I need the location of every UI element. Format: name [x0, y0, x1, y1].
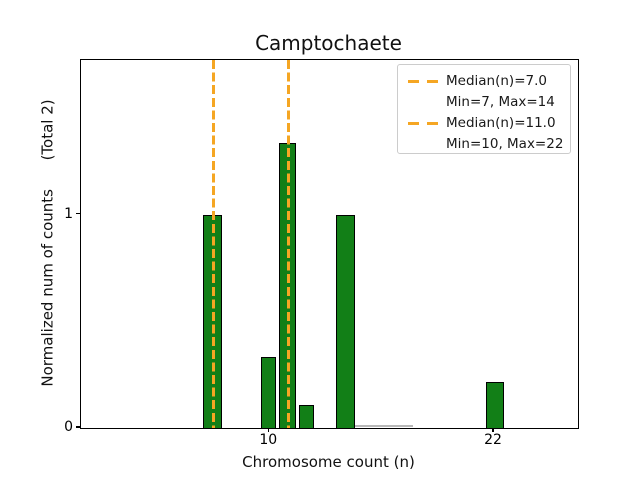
zero-count-bins-edge	[354, 425, 414, 427]
x-tick-label: 10	[259, 432, 278, 448]
legend-spacer	[408, 101, 438, 104]
x-axis-label: Chromosome count (n)	[242, 453, 415, 471]
histogram-bar	[486, 381, 505, 428]
legend-label: Median(n)=11.0	[446, 114, 556, 131]
plot-area: Median(n)=7.0 Min=7, Max=14 Median(n)=11…	[80, 59, 579, 429]
legend: Median(n)=7.0 Min=7, Max=14 Median(n)=11…	[397, 64, 571, 154]
legend-label: Min=7, Max=14	[446, 93, 555, 110]
x-tick-label: 22	[484, 432, 502, 448]
legend-row: Min=10, Max=22	[408, 137, 564, 152]
x-tick-mark	[492, 428, 494, 433]
legend-label: Min=10, Max=22	[446, 135, 564, 152]
histogram-bar	[261, 356, 277, 428]
y-tick-mark	[75, 213, 80, 215]
legend-spacer	[408, 143, 438, 146]
y-tick-mark	[75, 426, 80, 428]
y-tick-label: 1	[64, 205, 73, 222]
y-tick-label: 0	[64, 419, 73, 435]
chart-title: Camptochaete	[255, 31, 402, 55]
histogram-bar	[336, 214, 355, 428]
legend-row: Median(n)=7.0	[408, 74, 564, 89]
legend-row: Median(n)=11.0	[408, 116, 564, 131]
legend-label: Median(n)=7.0	[446, 72, 547, 89]
histogram-bar	[299, 405, 315, 428]
median-line	[211, 60, 215, 428]
x-tick-mark	[267, 428, 269, 433]
orange-dash-icon	[408, 79, 438, 83]
orange-dash-icon	[408, 121, 438, 125]
legend-row: Min=7, Max=14	[408, 95, 564, 110]
median-line	[286, 60, 290, 428]
y-axis-label: Normalized num of counts (Total 2)	[38, 99, 57, 387]
